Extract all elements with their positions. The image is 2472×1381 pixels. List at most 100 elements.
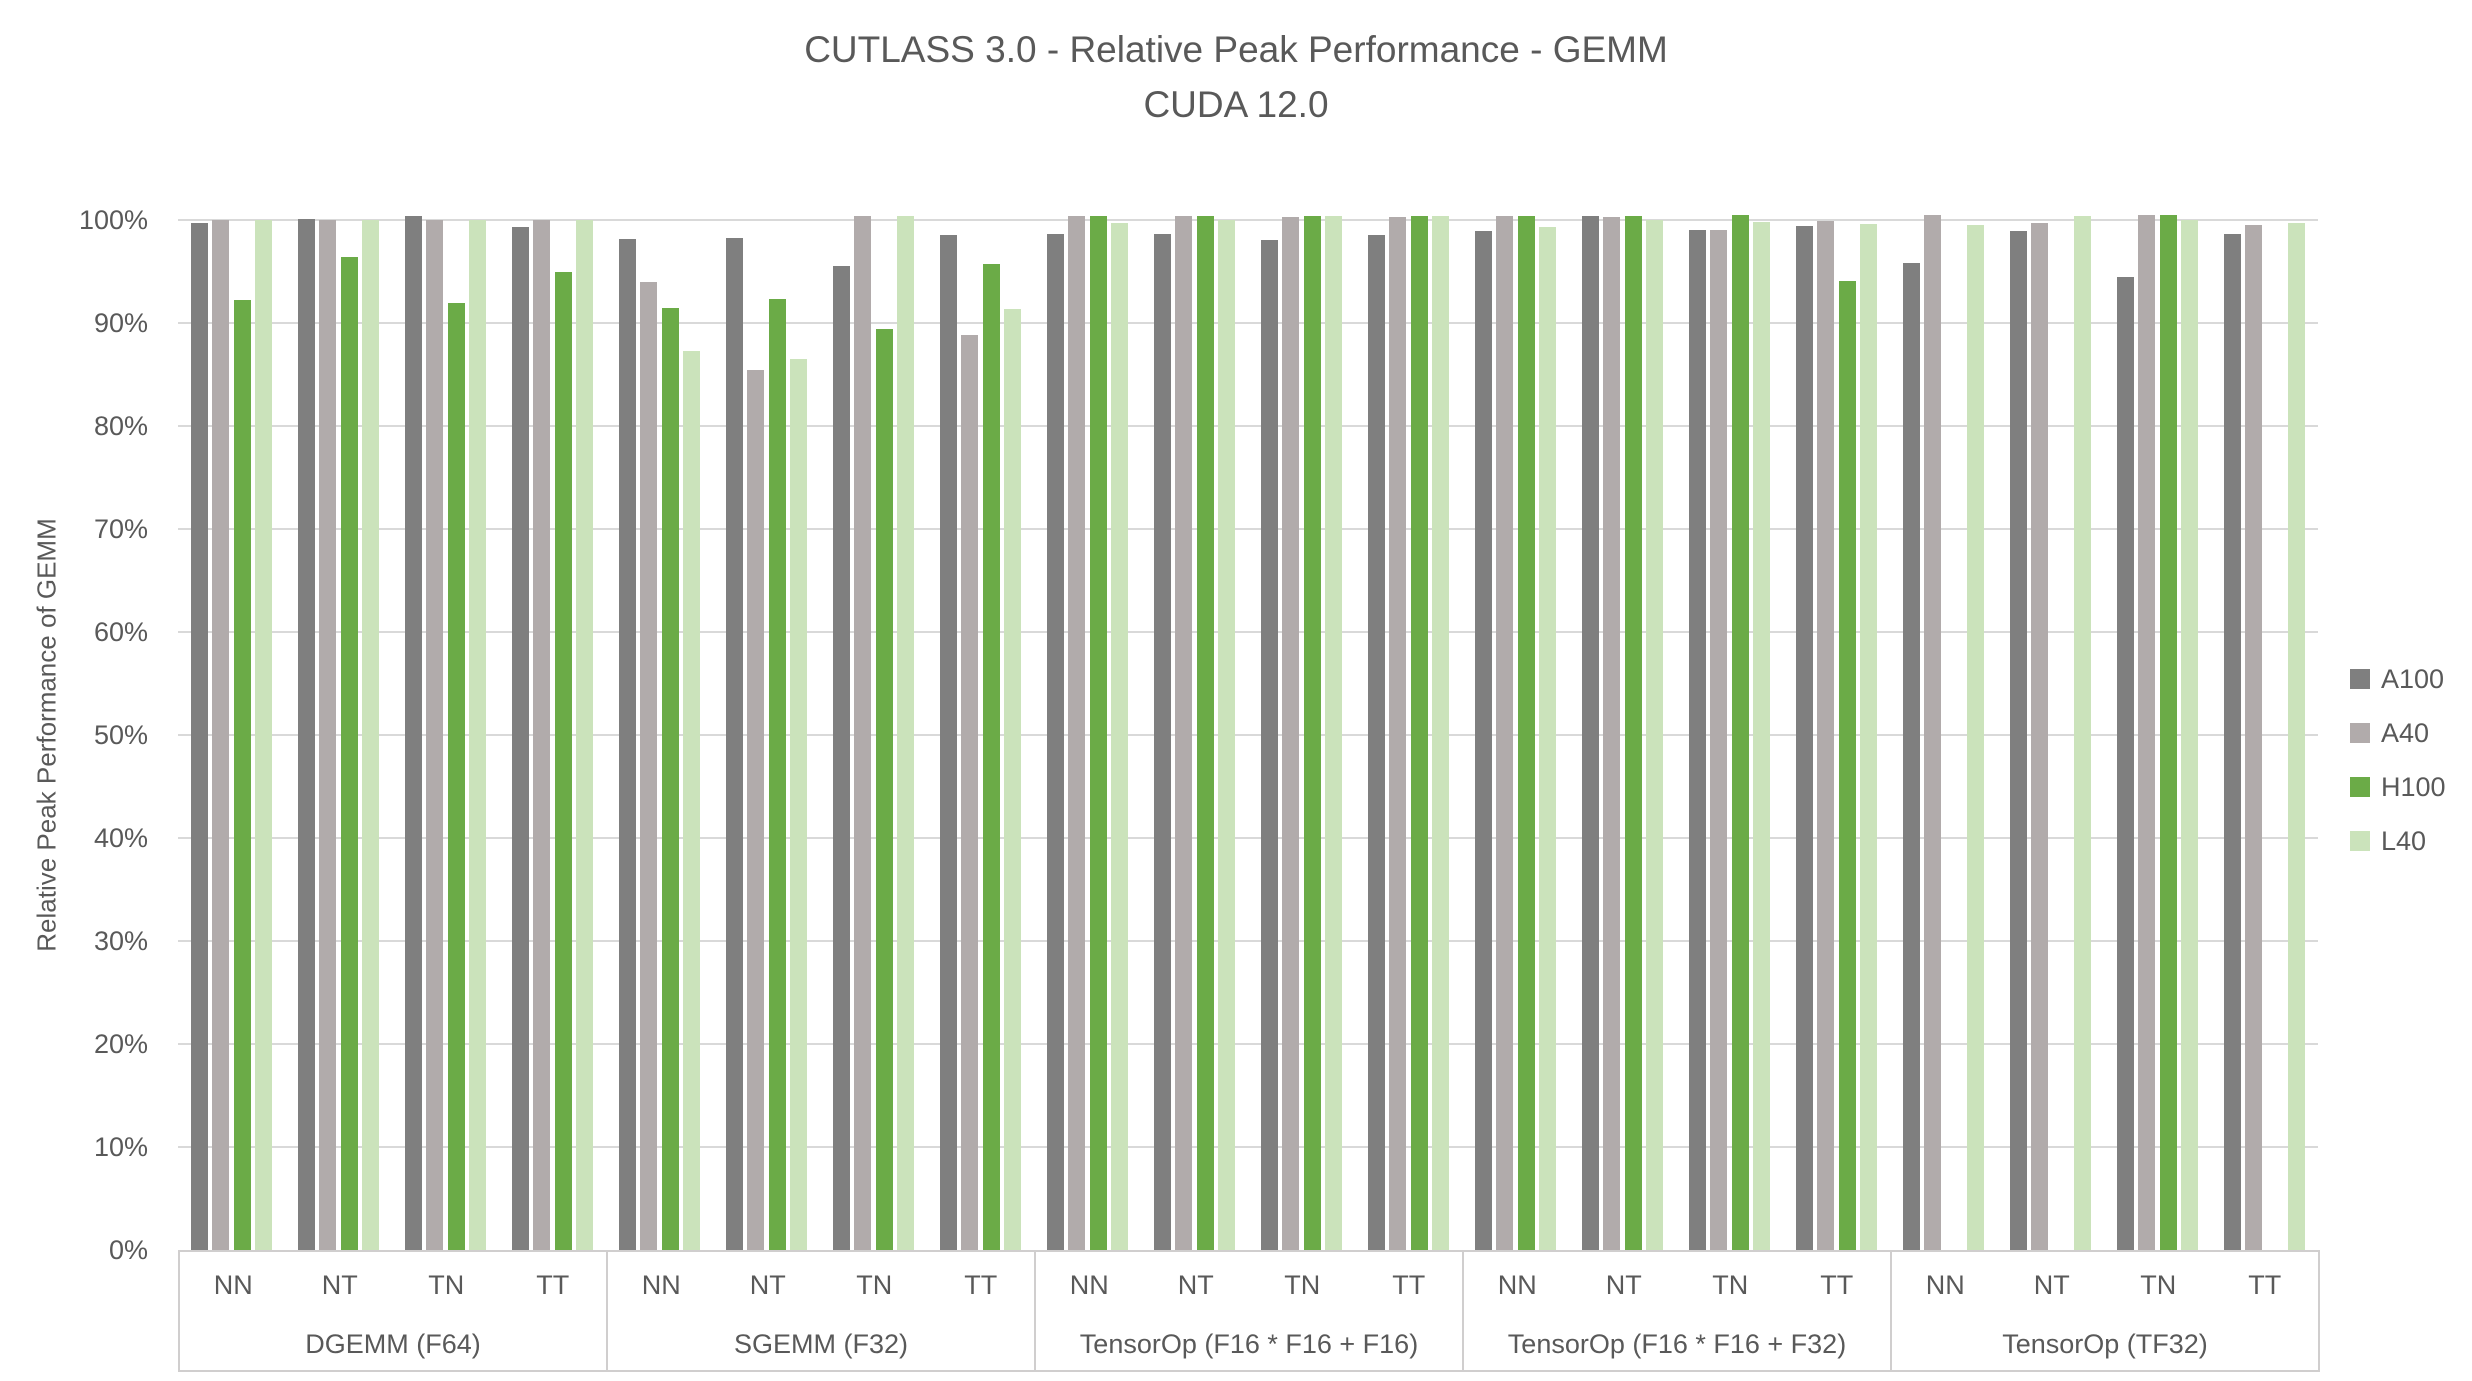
bar-A100 bbox=[1795, 226, 1813, 1250]
bar-cluster-TT bbox=[499, 190, 606, 1250]
y-tick-label: 90% bbox=[93, 308, 148, 338]
gridline bbox=[178, 219, 2318, 221]
bar-A40 bbox=[1603, 216, 1621, 1250]
legend-item-L40: L40 bbox=[2350, 814, 2446, 868]
cluster-label: NN bbox=[213, 1269, 253, 1300]
bar-L40 bbox=[1753, 222, 1771, 1250]
bar-A100 bbox=[1153, 234, 1171, 1250]
bar-group bbox=[1034, 190, 1462, 1250]
bar-cluster-TN bbox=[1248, 190, 1355, 1250]
y-tick-label: 60% bbox=[93, 617, 148, 647]
bar-L40 bbox=[2288, 223, 2306, 1250]
bar-L40 bbox=[1432, 215, 1450, 1250]
bar-A100 bbox=[1260, 239, 1278, 1250]
legend-swatch-icon bbox=[2350, 723, 2370, 743]
bar-L40 bbox=[1004, 308, 1022, 1250]
cluster-label: TT bbox=[1392, 1269, 1426, 1300]
bar-A40 bbox=[1068, 215, 1086, 1250]
legend: A100 A40 H100 L40 bbox=[2350, 652, 2446, 868]
group-label: DGEMM (F64) bbox=[305, 1328, 481, 1359]
bar-cluster-NT bbox=[1569, 190, 1676, 1250]
bar-A40 bbox=[2031, 223, 2049, 1250]
bar-cluster-NT bbox=[1141, 190, 1248, 1250]
bar-cluster-NT bbox=[713, 190, 820, 1250]
legend-label: A40 bbox=[2381, 717, 2430, 748]
cluster-label: TN bbox=[428, 1269, 465, 1300]
bar-A100 bbox=[190, 223, 208, 1250]
legend-item-H100: H100 bbox=[2350, 760, 2446, 814]
cluster-label: TT bbox=[964, 1269, 998, 1300]
cluster-label: NN bbox=[1925, 1269, 1965, 1300]
bar-A40 bbox=[1282, 216, 1300, 1250]
legend-label: A100 bbox=[2381, 663, 2445, 694]
group-label: TensorOp (F16 * F16 + F16) bbox=[1079, 1328, 1419, 1359]
bar-A40 bbox=[2245, 225, 2263, 1250]
bar-A40 bbox=[1710, 230, 1728, 1250]
bar-A100 bbox=[832, 266, 850, 1250]
x-axis-group: NN NT TN TT TensorOp (TF32) bbox=[1892, 1252, 2320, 1370]
bar-H100 bbox=[554, 271, 572, 1250]
x-axis-group: NN NT TN TT SGEMM (F32) bbox=[608, 1252, 1036, 1370]
bar-A40 bbox=[212, 220, 230, 1250]
x-axis-group: NN NT TN TT TensorOp (F16 * F16 + F16) bbox=[1036, 1252, 1464, 1370]
bar-H100 bbox=[340, 257, 358, 1250]
bar-L40 bbox=[1539, 227, 1557, 1250]
bar-group bbox=[178, 190, 606, 1250]
bar-L40 bbox=[255, 220, 273, 1250]
cluster-label: NT bbox=[2033, 1269, 2070, 1300]
legend-item-A40: A40 bbox=[2350, 706, 2446, 760]
bar-L40 bbox=[897, 215, 915, 1250]
bar-A100 bbox=[1902, 263, 1920, 1250]
bar-cluster-TT bbox=[927, 190, 1034, 1250]
bar-group bbox=[1890, 190, 2318, 1250]
bar-A40 bbox=[961, 335, 979, 1250]
bar-L40 bbox=[683, 350, 701, 1250]
bar-A100 bbox=[725, 237, 743, 1250]
x-axis-group: NN NT TN TT TensorOp (F16 * F16 + F32) bbox=[1464, 1252, 1892, 1370]
y-tick-label: 30% bbox=[93, 926, 148, 956]
bar-cluster-NN bbox=[1890, 190, 1997, 1250]
bar-L40 bbox=[790, 359, 808, 1250]
bar-A100 bbox=[1581, 215, 1599, 1250]
bar-A100 bbox=[939, 235, 957, 1250]
bar-H100 bbox=[768, 299, 786, 1250]
chart-subtitle: CUDA 12.0 bbox=[1143, 84, 1329, 125]
bar-H100 bbox=[233, 300, 251, 1250]
bar-L40 bbox=[1325, 215, 1343, 1250]
cluster-label: NT bbox=[321, 1269, 358, 1300]
bar-group bbox=[1462, 190, 1890, 1250]
bar-L40 bbox=[362, 220, 380, 1250]
bar-L40 bbox=[576, 220, 594, 1250]
bar-A40 bbox=[533, 220, 551, 1250]
bar-cluster-NT bbox=[285, 190, 392, 1250]
bar-A100 bbox=[618, 238, 636, 1250]
bar-L40 bbox=[2074, 215, 2092, 1250]
chart-title: CUTLASS 3.0 - Relative Peak Performance … bbox=[804, 29, 1668, 70]
chart-title-block: CUTLASS 3.0 - Relative Peak Performance … bbox=[0, 22, 2472, 132]
gridline bbox=[178, 1043, 2318, 1045]
legend-swatch-icon bbox=[2350, 831, 2370, 851]
bar-A100 bbox=[2223, 234, 2241, 1250]
bar-A40 bbox=[854, 215, 872, 1250]
cluster-label: TT bbox=[2248, 1269, 2282, 1300]
x-axis-labels: NN NT TN TT DGEMM (F64) NN NT TN TT SGEMM (F32) NN… bbox=[178, 1250, 2320, 1372]
cluster-label: NT bbox=[1605, 1269, 1642, 1300]
bar-A100 bbox=[1046, 234, 1064, 1250]
legend-swatch-icon bbox=[2350, 669, 2370, 689]
bar-cluster-NN bbox=[606, 190, 713, 1250]
bar-L40 bbox=[469, 220, 487, 1250]
cluster-label: NT bbox=[749, 1269, 786, 1300]
bar-L40 bbox=[1967, 225, 1985, 1250]
group-label: TensorOp (F16 * F16 + F32) bbox=[1507, 1328, 1847, 1359]
bar-A40 bbox=[1496, 215, 1514, 1250]
x-axis-group: NN NT TN TT DGEMM (F64) bbox=[180, 1252, 608, 1370]
bar-H100 bbox=[1838, 280, 1856, 1250]
cluster-label: TT bbox=[1820, 1269, 1854, 1300]
bar-cluster-TN bbox=[820, 190, 927, 1250]
bar-A40 bbox=[1924, 214, 1942, 1250]
bar-A100 bbox=[1367, 235, 1385, 1250]
bar-H100 bbox=[1196, 215, 1214, 1250]
bar-A100 bbox=[1474, 231, 1492, 1250]
bar-cluster-TN bbox=[392, 190, 499, 1250]
